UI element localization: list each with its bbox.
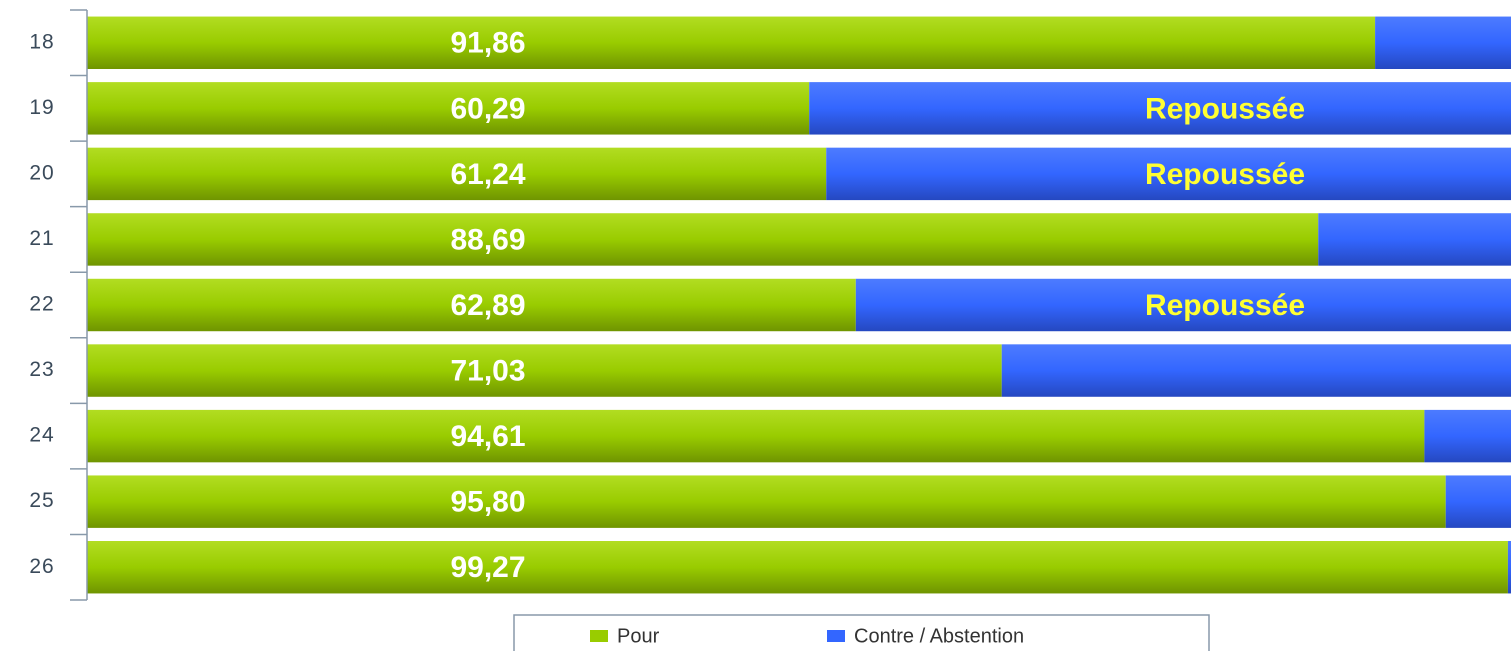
bar-segment <box>1424 409 1511 463</box>
bar-segment <box>1445 475 1511 528</box>
legend-label: Contre / Abstention <box>854 625 1024 647</box>
bar-segment <box>87 147 827 201</box>
legend-box <box>513 614 1210 651</box>
annotation: Repoussée <box>1145 158 1305 191</box>
legend-swatch <box>590 630 608 642</box>
y-tick-label: 25 <box>29 489 54 512</box>
bar-segment <box>1375 16 1511 69</box>
bar-segment <box>855 278 1511 332</box>
legend-label: Pour <box>617 625 660 647</box>
value-label: 94,61 <box>450 420 525 453</box>
y-tick-label: 19 <box>29 96 54 119</box>
bar-segment <box>1507 541 1511 594</box>
bar-segment <box>87 541 1508 594</box>
annotation: Repoussée <box>1145 289 1305 322</box>
value-label: 99,27 <box>450 551 525 584</box>
y-tick-label: 22 <box>29 293 54 316</box>
value-label: 88,69 <box>450 223 525 256</box>
value-label: 61,24 <box>450 158 525 191</box>
bar-segment <box>87 344 1002 397</box>
value-label: 95,80 <box>450 486 525 519</box>
y-tick-label: 21 <box>29 227 54 250</box>
bar-segment <box>809 82 1511 135</box>
value-label: 71,03 <box>450 354 525 387</box>
bar-segment <box>87 213 1319 266</box>
value-label: 91,86 <box>450 27 525 60</box>
bar-segment <box>1318 213 1511 266</box>
value-label: 62,89 <box>450 289 525 322</box>
bar-segment <box>87 82 810 135</box>
bar-segment <box>87 278 856 332</box>
y-tick-label: 26 <box>29 555 54 578</box>
y-tick-label: 23 <box>29 358 54 381</box>
y-tick-label: 20 <box>29 161 54 184</box>
annotation: Repoussée <box>1145 92 1305 125</box>
value-label: 60,29 <box>450 92 525 125</box>
bar-segment <box>1001 344 1511 397</box>
bar-segment <box>87 475 1446 528</box>
legend-swatch <box>827 630 845 642</box>
bar-segment <box>826 147 1511 201</box>
y-tick-label: 18 <box>29 30 54 53</box>
bar-segment <box>87 409 1425 463</box>
y-tick-label: 24 <box>29 424 54 447</box>
bar-segment <box>87 16 1376 69</box>
